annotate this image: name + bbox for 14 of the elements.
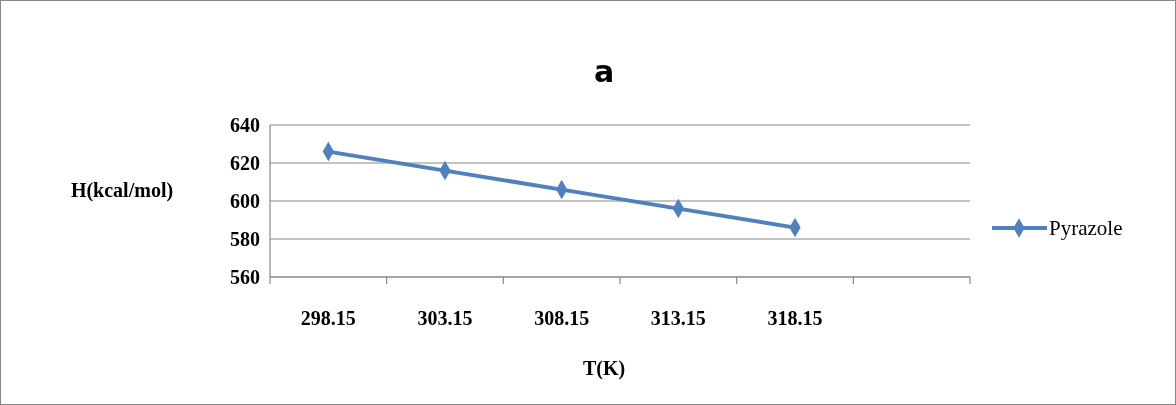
y-tick-label: 620 (230, 152, 260, 174)
legend-label: Pyrazole (1049, 216, 1123, 241)
y-tick-label: 560 (230, 266, 260, 288)
x-tick-label: 313.15 (650, 307, 706, 329)
y-axis-title: H(kcal/mol) (70, 179, 174, 202)
x-tick-label: 298.15 (300, 307, 356, 329)
x-tick-label: 318.15 (767, 307, 823, 329)
x-tick-label: 303.15 (417, 307, 473, 329)
chart-title: a (593, 54, 615, 89)
x-axis-title: T(K) (582, 357, 626, 380)
y-tick-label: 640 (230, 114, 260, 136)
x-tick-label: 308.15 (534, 307, 590, 329)
y-tick-label: 600 (230, 190, 260, 212)
y-tick-label: 580 (230, 228, 260, 250)
